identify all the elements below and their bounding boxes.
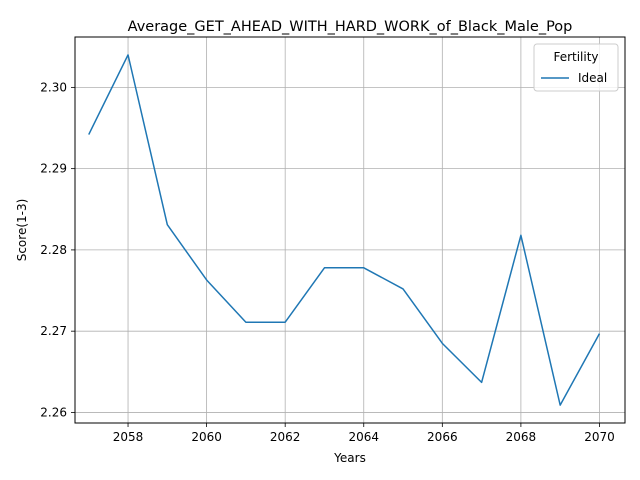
x-tick-label: 2060 [191, 430, 222, 444]
y-tick-label: 2.26 [40, 405, 67, 419]
x-tick-label: 2066 [427, 430, 458, 444]
x-tick-label: 2068 [506, 430, 537, 444]
y-axis-label: Score(1-3) [15, 199, 29, 262]
x-axis: 2058 2060 2062 2064 2066 2068 2070 [113, 423, 615, 444]
x-tick-label: 2064 [348, 430, 379, 444]
x-tick-label: 2070 [584, 430, 615, 444]
chart-title: Average_GET_AHEAD_WITH_HARD_WORK_of_Blac… [128, 19, 573, 35]
plot-frame [74, 36, 626, 424]
series-layer [88, 54, 601, 406]
x-tick-label: 2058 [113, 430, 144, 444]
legend: Fertility Ideal [533, 43, 619, 92]
x-axis-label: Years [333, 451, 366, 465]
y-tick-label: 2.30 [40, 80, 67, 94]
y-tick-label: 2.29 [40, 162, 67, 176]
series-line-ideal [88, 54, 601, 406]
legend-entry-ideal: Ideal [578, 71, 607, 85]
grid-lines [75, 37, 625, 423]
legend-box [533, 43, 619, 92]
y-axis: 2.26 2.27 2.28 2.29 2.30 [40, 80, 75, 419]
x-tick-label: 2062 [270, 430, 301, 444]
legend-title: Fertility [553, 50, 598, 64]
y-tick-label: 2.27 [40, 324, 67, 338]
y-tick-label: 2.28 [40, 243, 67, 257]
